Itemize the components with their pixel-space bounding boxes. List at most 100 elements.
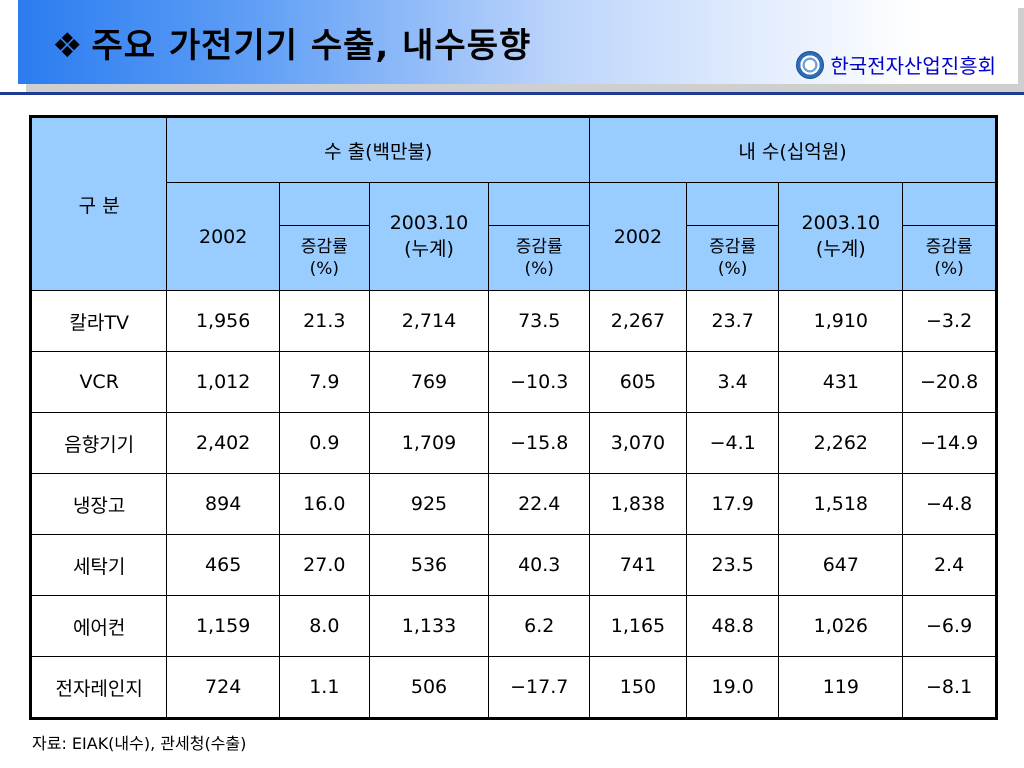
table-cell: 1,026 xyxy=(778,595,904,657)
row-label: 칼라TV xyxy=(29,290,168,352)
export-period-header: 2003.10 (누계) xyxy=(368,182,490,291)
table-cell: 2.4 xyxy=(902,534,997,596)
table-cell: 119 xyxy=(778,656,904,719)
header-blank-cell xyxy=(278,182,370,226)
table-cell: 1,956 xyxy=(166,290,280,352)
table-cell: 17.9 xyxy=(685,473,780,535)
table-cell: 2,262 xyxy=(778,412,904,474)
domestic-year-header: 2002 xyxy=(589,182,687,291)
table-cell: 22.4 xyxy=(488,473,591,535)
title-bar: ❖ 주요 가전기기 수출, 내수동향 한국전자산업진흥회 xyxy=(18,0,1018,84)
table-cell: 21.3 xyxy=(278,290,370,352)
table-cell: −3.2 xyxy=(902,290,997,352)
table-row: 냉장고 894 16.0 925 22.4 1,838 17.9 1,518 −4.8 xyxy=(29,473,997,535)
row-label: 에어컨 xyxy=(29,595,168,657)
domestic-period-header: 2003.10 (누계) xyxy=(778,182,904,291)
table-cell: 741 xyxy=(589,534,687,596)
kea-logo-icon xyxy=(796,50,825,79)
trade-table: 구 분 수 출(백만불) 내 수(십억원) 2002 2003.10 (누계) 2… xyxy=(29,115,998,720)
table-cell: 605 xyxy=(589,351,687,413)
table-cell: 1,709 xyxy=(368,412,490,474)
table-cell: 2,267 xyxy=(589,290,687,352)
table-cell: 19.0 xyxy=(685,656,780,719)
table-cell: 1,165 xyxy=(589,595,687,657)
table-cell: 506 xyxy=(368,656,490,719)
row-label: 음향기기 xyxy=(29,412,168,474)
table-cell: 48.8 xyxy=(685,595,780,657)
org-name: 한국전자산업진흥회 xyxy=(830,54,996,78)
table-cell: 925 xyxy=(368,473,490,535)
table-cell: 2,714 xyxy=(368,290,490,352)
table-cell: −6.9 xyxy=(902,595,997,657)
table-cell: 465 xyxy=(166,534,280,596)
rate-label: 증감률 (%) xyxy=(925,237,973,279)
table-cell: 1,518 xyxy=(778,473,904,535)
domestic-rate-header-2002: 증감률 (%) xyxy=(685,225,780,291)
table-cell: 724 xyxy=(166,656,280,719)
source-note: 자료: EIAK(내수), 관세청(수출) xyxy=(32,734,247,753)
table-cell: −4.8 xyxy=(902,473,997,535)
table-cell: 2,402 xyxy=(166,412,280,474)
table-cell: 40.3 xyxy=(488,534,591,596)
rate-label: 증감률 (%) xyxy=(709,237,757,279)
table-cell: 769 xyxy=(368,351,490,413)
page-title-text: 주요 가전기기 수출, 내수동향 xyxy=(91,26,532,66)
table-cell: −14.9 xyxy=(902,412,997,474)
export-period-label: 2003.10 (누계) xyxy=(389,212,469,260)
domestic-rate-header-2003: 증감률 (%) xyxy=(902,225,997,291)
table-cell: 23.5 xyxy=(685,534,780,596)
table-cell: 3.4 xyxy=(685,351,780,413)
table-cell: −20.8 xyxy=(902,351,997,413)
table-cell: 73.5 xyxy=(488,290,591,352)
export-rate-header-2003: 증감률 (%) xyxy=(488,225,591,291)
row-label: VCR xyxy=(29,351,168,413)
table-cell: −4.1 xyxy=(685,412,780,474)
table-cell: 536 xyxy=(368,534,490,596)
export-group-header: 수 출(백만불) xyxy=(166,116,591,183)
table-cell: 23.7 xyxy=(685,290,780,352)
title-rule xyxy=(0,92,1024,95)
table-row: 에어컨 1,159 8.0 1,133 6.2 1,165 48.8 1,026 −6.9 xyxy=(29,595,997,657)
table-cell: 431 xyxy=(778,351,904,413)
rate-label: 증감률 (%) xyxy=(300,237,348,279)
table-cell: 8.0 xyxy=(278,595,370,657)
table-cell: −17.7 xyxy=(488,656,591,719)
org-brand: 한국전자산업진흥회 xyxy=(796,50,996,79)
row-label: 전자레인지 xyxy=(29,656,168,719)
header-blank-cell xyxy=(488,182,591,226)
table-row: VCR 1,012 7.9 769 −10.3 605 3.4 431 −20.8 xyxy=(29,351,997,413)
header-blank-cell xyxy=(685,182,780,226)
table-cell: 1,012 xyxy=(166,351,280,413)
table-cell: 1,159 xyxy=(166,595,280,657)
rate-label: 증감률 (%) xyxy=(515,237,563,279)
row-label: 냉장고 xyxy=(29,473,168,535)
domestic-group-header: 내 수(십억원) xyxy=(589,116,997,183)
table-row: 세탁기 465 27.0 536 40.3 741 23.5 647 2.4 xyxy=(29,534,997,596)
domestic-period-label: 2003.10 (누계) xyxy=(801,212,881,260)
table-cell: 7.9 xyxy=(278,351,370,413)
corner-header: 구 분 xyxy=(29,116,168,291)
table-cell: −15.8 xyxy=(488,412,591,474)
table-cell: 27.0 xyxy=(278,534,370,596)
table-cell: −10.3 xyxy=(488,351,591,413)
table-cell: 1,838 xyxy=(589,473,687,535)
table-row: 음향기기 2,402 0.9 1,709 −15.8 3,070 −4.1 2,262 −14.… xyxy=(29,412,997,474)
table-cell: 16.0 xyxy=(278,473,370,535)
table-cell: 0.9 xyxy=(278,412,370,474)
export-rate-header-2002: 증감률 (%) xyxy=(278,225,370,291)
row-label: 세탁기 xyxy=(29,534,168,596)
table-body: 칼라TV 1,956 21.3 2,714 73.5 2,267 23.7 1,910 −3.2… xyxy=(29,290,997,719)
table-row: 전자레인지 724 1.1 506 −17.7 150 19.0 119 −8.1 xyxy=(29,656,997,719)
diamond-bullet-icon: ❖ xyxy=(52,26,84,66)
table-cell: 894 xyxy=(166,473,280,535)
table-cell: 647 xyxy=(778,534,904,596)
table-cell: 150 xyxy=(589,656,687,719)
table-cell: 3,070 xyxy=(589,412,687,474)
table-cell: 1,133 xyxy=(368,595,490,657)
table-cell: 1,910 xyxy=(778,290,904,352)
header-blank-cell xyxy=(902,182,997,226)
table-row: 칼라TV 1,956 21.3 2,714 73.5 2,267 23.7 1,910 −3.2 xyxy=(29,290,997,352)
table-cell: −8.1 xyxy=(902,656,997,719)
page-title: ❖ 주요 가전기기 수출, 내수동향 xyxy=(52,18,531,67)
table-cell: 1.1 xyxy=(278,656,370,719)
